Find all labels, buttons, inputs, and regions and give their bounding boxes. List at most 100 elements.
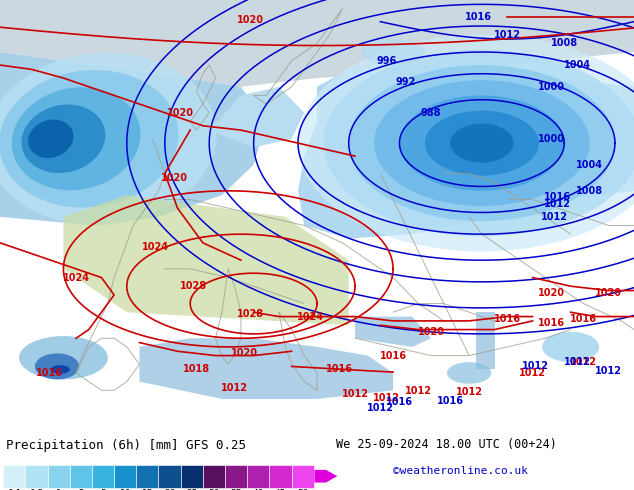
- Text: 1012: 1012: [595, 366, 622, 376]
- Text: 1016: 1016: [545, 192, 571, 202]
- Ellipse shape: [450, 123, 514, 163]
- Text: 1020: 1020: [237, 15, 264, 24]
- Text: 1016: 1016: [494, 314, 521, 324]
- Text: 988: 988: [421, 108, 441, 118]
- Text: 1020: 1020: [231, 348, 257, 358]
- Text: 1008: 1008: [551, 38, 578, 49]
- Text: 1004: 1004: [576, 160, 603, 170]
- Polygon shape: [0, 52, 266, 225]
- Text: 992: 992: [396, 77, 416, 87]
- Ellipse shape: [0, 70, 178, 208]
- Text: 1012: 1012: [342, 389, 368, 399]
- Text: 1012: 1012: [494, 30, 521, 40]
- Text: 40: 40: [253, 489, 264, 490]
- Text: ©weatheronline.co.uk: ©weatheronline.co.uk: [393, 466, 528, 476]
- Text: 1012: 1012: [367, 403, 394, 413]
- Text: 1012: 1012: [221, 383, 248, 393]
- Text: 30: 30: [208, 489, 220, 490]
- Text: 1024: 1024: [297, 312, 324, 321]
- Text: 1000: 1000: [538, 134, 565, 144]
- Text: 996: 996: [377, 56, 397, 66]
- Bar: [3, 465, 25, 488]
- Text: 0.1: 0.1: [7, 489, 22, 490]
- Bar: [181, 465, 203, 488]
- Text: 15: 15: [141, 489, 153, 490]
- Text: 1018: 1018: [183, 365, 210, 374]
- Ellipse shape: [447, 362, 491, 384]
- Text: 1016: 1016: [380, 350, 406, 361]
- Polygon shape: [139, 338, 393, 399]
- Ellipse shape: [0, 52, 216, 225]
- Text: We 25-09-2024 18.00 UTC (00+24): We 25-09-2024 18.00 UTC (00+24): [336, 438, 557, 451]
- Text: 1004: 1004: [564, 60, 590, 70]
- Ellipse shape: [349, 65, 615, 221]
- Polygon shape: [0, 0, 634, 87]
- Text: 1012: 1012: [373, 393, 400, 403]
- Text: 1016: 1016: [386, 397, 413, 407]
- Bar: [92, 465, 114, 488]
- Ellipse shape: [399, 96, 564, 191]
- Text: 20: 20: [164, 489, 175, 490]
- Text: 1016: 1016: [36, 368, 63, 378]
- Ellipse shape: [425, 111, 539, 175]
- Text: 1016: 1016: [570, 314, 597, 324]
- Ellipse shape: [51, 365, 70, 374]
- FancyArrow shape: [314, 470, 337, 483]
- Text: 1012: 1012: [456, 388, 482, 397]
- Bar: [114, 465, 136, 488]
- Bar: [48, 465, 70, 488]
- Bar: [158, 465, 181, 488]
- Bar: [247, 465, 269, 488]
- Text: 1020: 1020: [595, 288, 622, 298]
- Text: 1024: 1024: [63, 272, 89, 283]
- Ellipse shape: [35, 353, 79, 379]
- Polygon shape: [63, 195, 349, 325]
- Text: 1028: 1028: [180, 281, 207, 291]
- Text: 1012: 1012: [541, 212, 568, 222]
- Text: 1012: 1012: [570, 357, 597, 367]
- Polygon shape: [355, 317, 431, 347]
- Bar: [292, 465, 314, 488]
- Text: 1020: 1020: [161, 173, 188, 183]
- Text: 2: 2: [78, 489, 84, 490]
- Ellipse shape: [323, 50, 634, 236]
- Text: 35: 35: [230, 489, 242, 490]
- Bar: [269, 465, 292, 488]
- Text: 1012: 1012: [405, 386, 432, 396]
- Text: 5: 5: [100, 489, 106, 490]
- Bar: [225, 465, 247, 488]
- Text: 1000: 1000: [538, 82, 565, 92]
- Text: 1016: 1016: [465, 12, 492, 23]
- Text: 1028: 1028: [237, 309, 264, 319]
- Polygon shape: [298, 61, 634, 239]
- Text: 1016: 1016: [437, 396, 463, 406]
- Text: 1020: 1020: [167, 108, 194, 118]
- Text: 45: 45: [275, 489, 286, 490]
- Text: Precipitation (6h) [mm] GFS 0.25: Precipitation (6h) [mm] GFS 0.25: [6, 439, 247, 452]
- Bar: [136, 465, 158, 488]
- Text: 1012: 1012: [519, 368, 546, 378]
- Text: 1016: 1016: [327, 365, 353, 374]
- Text: 1008: 1008: [576, 186, 603, 196]
- Text: 1012: 1012: [545, 199, 571, 209]
- Ellipse shape: [12, 87, 140, 190]
- Ellipse shape: [298, 35, 634, 251]
- Text: 1024: 1024: [142, 242, 169, 252]
- Text: 0.5: 0.5: [29, 489, 44, 490]
- Ellipse shape: [22, 104, 105, 173]
- Text: 1: 1: [56, 489, 61, 490]
- Ellipse shape: [28, 120, 74, 158]
- Ellipse shape: [361, 39, 425, 65]
- Bar: [70, 465, 92, 488]
- Text: 1020: 1020: [538, 288, 565, 298]
- Polygon shape: [209, 87, 304, 147]
- Text: 1012: 1012: [564, 357, 590, 367]
- Ellipse shape: [374, 80, 590, 206]
- Ellipse shape: [542, 332, 599, 362]
- Ellipse shape: [19, 336, 108, 379]
- Text: 25: 25: [186, 489, 197, 490]
- Bar: [203, 465, 225, 488]
- Text: 1016: 1016: [538, 318, 565, 328]
- Text: 1012: 1012: [522, 362, 549, 371]
- Text: 10: 10: [119, 489, 131, 490]
